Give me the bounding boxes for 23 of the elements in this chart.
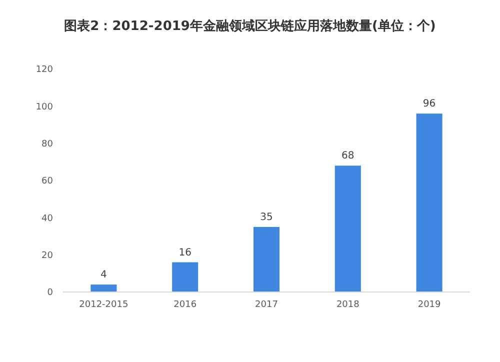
data-label: 68 [342, 150, 354, 162]
bar [253, 226, 280, 292]
y-tick-label: 40 [42, 214, 54, 224]
y-tick-label: 60 [42, 176, 54, 187]
y-tick-label: 100 [36, 102, 54, 112]
data-label: 4 [100, 270, 107, 281]
x-tick-label: 2012-2015 [79, 300, 128, 310]
chart-title: 图表2：2012-2019年金融领域区块链应用落地数量(单位：个) [64, 18, 436, 34]
y-tick-label: 120 [36, 65, 54, 76]
y-tick-label: 20 [42, 250, 54, 261]
y-tick-label: 80 [42, 139, 54, 150]
x-tick-label: 2016 [174, 300, 197, 310]
x-tick-label: 2019 [418, 300, 442, 310]
bar [90, 284, 117, 292]
x-tick-label: 2017 [255, 300, 278, 310]
bar [172, 262, 198, 292]
data-label: 16 [178, 247, 192, 258]
data-label: 35 [260, 212, 273, 223]
y-tick-label: 0 [47, 288, 54, 298]
x-tick-label: 2018 [336, 300, 360, 310]
bar [334, 166, 361, 292]
bar [416, 114, 442, 292]
data-label: 96 [422, 98, 436, 110]
